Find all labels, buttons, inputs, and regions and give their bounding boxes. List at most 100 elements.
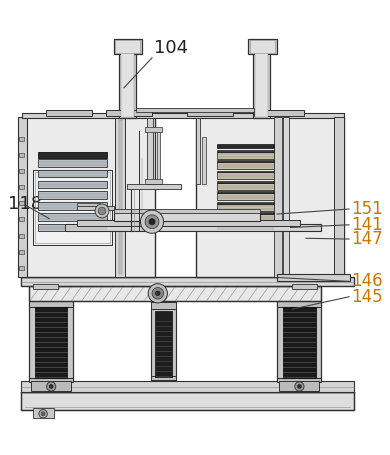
Bar (145, 127, 162, 132)
Bar (195, 117, 344, 277)
Bar (33, 284, 58, 289)
Bar (29, 300, 73, 307)
Bar (33, 409, 54, 418)
Bar (38, 191, 107, 199)
Bar (113, 209, 260, 213)
Bar (218, 193, 275, 200)
Bar (21, 392, 354, 410)
Bar (218, 204, 275, 211)
Bar (218, 160, 275, 162)
Bar (218, 162, 275, 169)
Bar (29, 303, 73, 381)
Bar (115, 40, 140, 53)
Text: 147: 147 (351, 230, 383, 248)
Circle shape (49, 384, 53, 389)
Text: 141: 141 (351, 216, 383, 234)
Circle shape (149, 219, 155, 225)
Bar (127, 184, 181, 189)
Bar (250, 40, 275, 53)
Text: 104: 104 (154, 39, 188, 56)
Bar (157, 131, 160, 184)
Text: 151: 151 (351, 200, 383, 218)
Bar (218, 212, 275, 214)
Bar (19, 201, 24, 205)
Bar (77, 206, 113, 210)
Bar (202, 137, 206, 184)
Circle shape (39, 410, 47, 418)
Bar (19, 185, 24, 189)
Bar (19, 217, 24, 221)
Bar (136, 108, 254, 112)
Bar (38, 224, 107, 231)
Circle shape (41, 412, 45, 416)
Bar (253, 46, 270, 118)
Bar (19, 136, 24, 141)
Bar (119, 46, 136, 118)
Bar (156, 311, 172, 377)
Bar (254, 110, 304, 116)
Bar (334, 117, 344, 277)
Circle shape (140, 210, 163, 233)
Bar (65, 224, 321, 231)
Bar (77, 203, 100, 206)
Bar (255, 47, 268, 116)
Bar (277, 274, 350, 281)
Bar (292, 284, 317, 289)
Bar (218, 224, 275, 231)
Bar (218, 150, 275, 152)
Bar (151, 376, 176, 380)
Bar (113, 39, 142, 54)
Bar (151, 308, 176, 379)
Bar (113, 212, 260, 221)
Bar (38, 202, 107, 210)
Circle shape (298, 384, 301, 389)
Bar (147, 118, 153, 184)
Bar (277, 303, 321, 381)
Text: 146: 146 (351, 273, 383, 290)
Bar (19, 266, 24, 270)
Circle shape (148, 283, 167, 303)
Bar (35, 307, 67, 379)
Bar (277, 379, 321, 382)
Bar (38, 170, 107, 177)
Circle shape (156, 291, 160, 296)
Bar (195, 118, 200, 184)
Bar (218, 202, 275, 204)
Bar (187, 110, 233, 116)
Bar (38, 152, 107, 158)
Text: 145: 145 (351, 288, 383, 306)
Bar (119, 120, 122, 273)
Bar (77, 220, 300, 226)
Bar (283, 117, 289, 277)
Bar (218, 144, 275, 148)
Circle shape (98, 207, 106, 215)
Bar (218, 152, 275, 159)
Bar (21, 277, 354, 286)
Bar (19, 153, 24, 157)
Circle shape (295, 382, 304, 391)
Bar (218, 183, 275, 190)
Bar (29, 286, 321, 301)
Bar (29, 379, 73, 382)
Bar (283, 307, 316, 379)
Bar (218, 222, 275, 224)
Bar (151, 302, 176, 309)
Bar (145, 179, 162, 184)
Circle shape (46, 382, 56, 391)
Bar (21, 392, 354, 410)
Circle shape (95, 204, 109, 218)
Bar (218, 172, 275, 179)
Bar (33, 170, 112, 245)
Bar (275, 117, 282, 277)
Bar (19, 169, 24, 173)
Bar (22, 113, 344, 118)
Bar (19, 234, 24, 238)
Bar (19, 250, 24, 254)
Bar (115, 117, 125, 277)
Text: 118: 118 (9, 195, 43, 213)
Circle shape (152, 288, 163, 299)
Bar (218, 191, 275, 193)
Bar (106, 110, 152, 116)
Bar (38, 159, 107, 167)
Bar (22, 117, 155, 277)
